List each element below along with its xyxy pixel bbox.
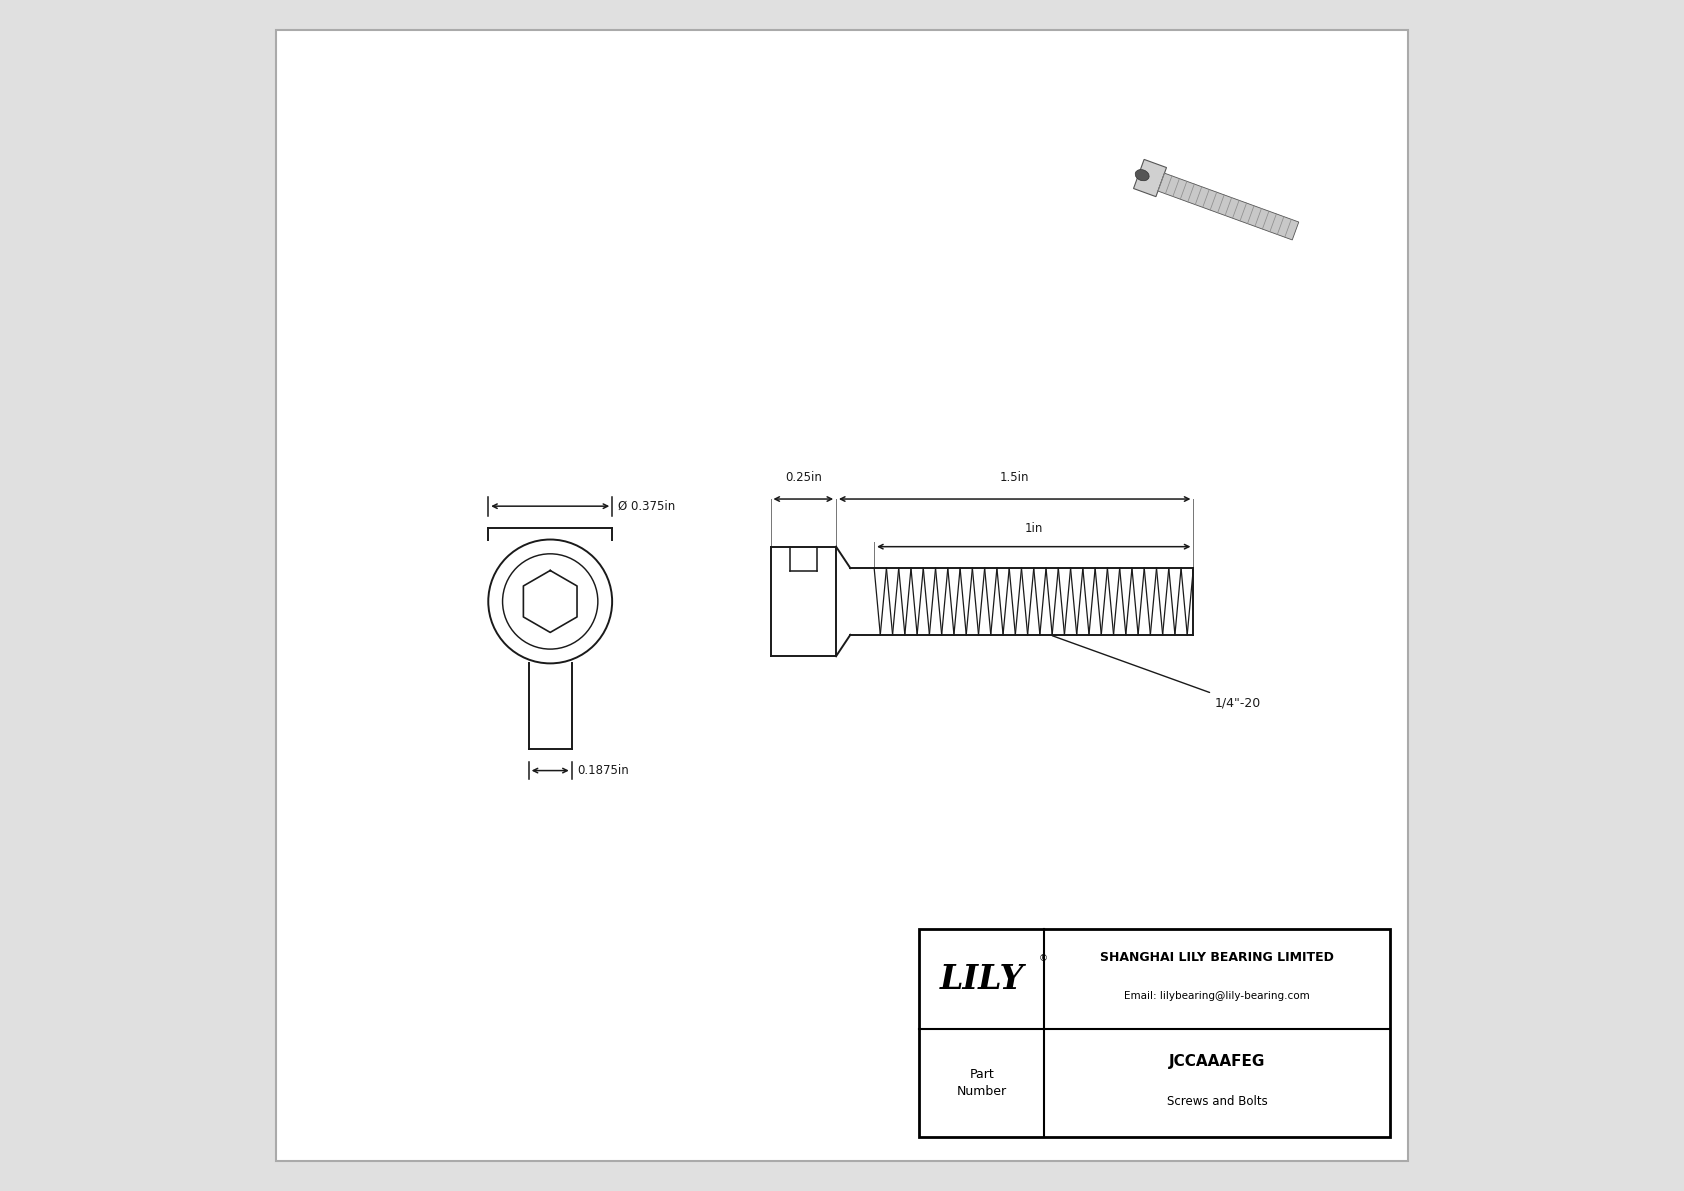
Polygon shape xyxy=(1133,160,1167,197)
Text: ®: ® xyxy=(1039,954,1047,964)
Text: 0.1875in: 0.1875in xyxy=(578,765,630,777)
Text: 1/4"-20: 1/4"-20 xyxy=(1052,636,1261,709)
Text: Screws and Bolts: Screws and Bolts xyxy=(1167,1095,1268,1108)
Polygon shape xyxy=(1159,173,1298,239)
Text: JCCAAAFEG: JCCAAAFEG xyxy=(1169,1054,1265,1070)
Bar xyxy=(919,929,1389,1137)
Text: LILY: LILY xyxy=(940,962,1024,996)
Text: SHANGHAI LILY BEARING LIMITED: SHANGHAI LILY BEARING LIMITED xyxy=(1100,952,1334,964)
Text: 1in: 1in xyxy=(1024,522,1042,535)
Text: Ø 0.375in: Ø 0.375in xyxy=(618,500,675,512)
Text: Part
Number: Part Number xyxy=(957,1068,1007,1098)
Text: Email: lilybearing@lily-bearing.com: Email: lilybearing@lily-bearing.com xyxy=(1125,991,1310,1000)
Ellipse shape xyxy=(1135,169,1148,181)
Text: 1.5in: 1.5in xyxy=(1000,470,1029,484)
Text: 0.25in: 0.25in xyxy=(785,470,822,484)
